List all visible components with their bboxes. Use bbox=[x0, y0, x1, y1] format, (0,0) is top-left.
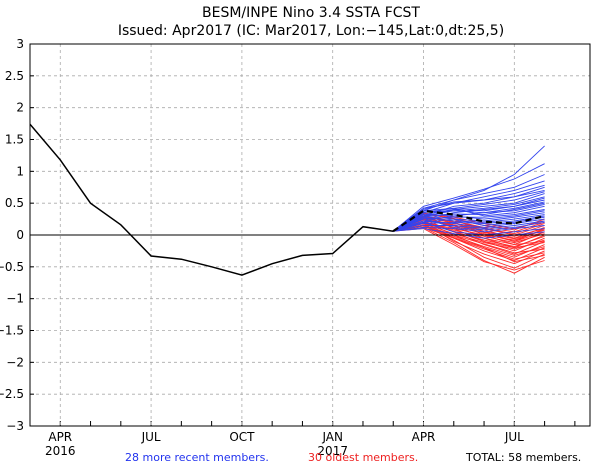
recent-member-line bbox=[393, 215, 545, 232]
y-tick-label: 2.5 bbox=[5, 69, 24, 83]
x-tick-label: JAN bbox=[321, 430, 343, 444]
x-tick-label: APR bbox=[48, 430, 72, 444]
observed-line bbox=[29, 123, 394, 276]
y-tick-label: −0.5 bbox=[0, 260, 24, 274]
x-tick-label: OCT bbox=[229, 430, 255, 444]
y-tick-label: 1.5 bbox=[5, 133, 24, 147]
y-tick-label: 1 bbox=[16, 164, 24, 178]
observed-series bbox=[29, 123, 394, 276]
y-axis-labels: 3 2.5 2 1.5 1 0.5 0 −0.5 −1 −1.5 −2 −2.5 −3 bbox=[0, 37, 24, 433]
y-tick-label: 2 bbox=[16, 101, 24, 115]
legend-oldest: 30 oldest members. bbox=[308, 451, 418, 464]
plot-frame bbox=[29, 43, 591, 427]
y-tick-label: 0 bbox=[16, 228, 24, 242]
recent-member-line bbox=[393, 225, 545, 233]
x-tick-year-label: 2016 bbox=[45, 444, 76, 458]
recent-member-line bbox=[392, 189, 545, 232]
x-tick-label: JUL bbox=[504, 430, 524, 444]
x-tick-year-label: 2017 bbox=[317, 444, 348, 458]
legend-recent: 28 more recent members. bbox=[125, 451, 269, 464]
y-tick-label: −1 bbox=[6, 292, 24, 306]
recent-member-line bbox=[393, 221, 545, 236]
recent-member-line bbox=[393, 220, 545, 232]
oldest-member-line bbox=[393, 224, 545, 254]
ensemble-mean-series bbox=[392, 209, 545, 233]
recent-member-line bbox=[393, 214, 545, 232]
legend-total: TOTAL: 58 members. bbox=[465, 451, 581, 464]
chart-title: BESM/INPE Nino 3.4 SSTA FCST bbox=[202, 5, 420, 21]
y-tick-label: −3 bbox=[6, 419, 24, 433]
ensemble-mean-line bbox=[392, 209, 545, 233]
y-tick-label: −2.5 bbox=[0, 387, 24, 401]
recent-member-line bbox=[393, 228, 545, 239]
chart-subtitle: Issued: Apr2017 (IC: Mar2017, Lon:−145,L… bbox=[118, 23, 504, 39]
y-tick-label: −1.5 bbox=[0, 324, 24, 338]
x-tick-label: JUL bbox=[141, 430, 161, 444]
x-tick-label: APR bbox=[412, 430, 436, 444]
recent-member-line bbox=[392, 163, 545, 232]
y-tick-label: 3 bbox=[16, 37, 24, 51]
y-tick-label: −2 bbox=[6, 355, 24, 369]
oldest-member-line bbox=[393, 225, 545, 263]
recent-member-line bbox=[393, 217, 545, 232]
y-tick-label: 0.5 bbox=[5, 196, 24, 210]
